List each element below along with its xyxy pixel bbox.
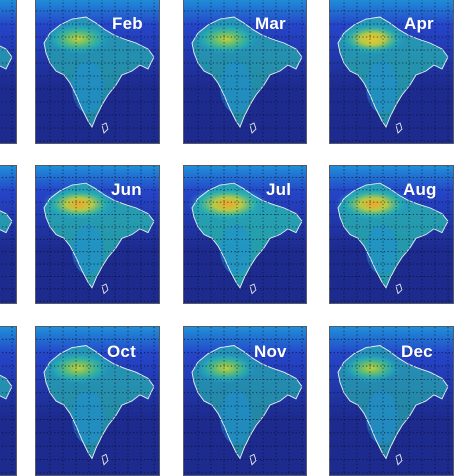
island-outline xyxy=(249,122,257,134)
map-background xyxy=(0,166,16,303)
peninsula-zone xyxy=(220,390,252,445)
map-panel-feb: Feb xyxy=(35,0,160,144)
coastline xyxy=(43,182,155,289)
island-outline xyxy=(395,453,403,466)
map-panel-mar: Mar xyxy=(183,0,307,144)
hotspot xyxy=(187,185,269,223)
peninsula-zone xyxy=(72,225,104,275)
map-panel-oct: Oct xyxy=(35,326,160,476)
map-canvas xyxy=(184,0,306,143)
map-canvas xyxy=(330,0,453,143)
map-panel-dec: Dec xyxy=(329,326,454,476)
map-panel-jun: Jun xyxy=(35,165,160,304)
map-panel-5 xyxy=(0,165,17,304)
coastline xyxy=(337,16,449,128)
map-panel-nov: Nov xyxy=(183,326,307,476)
peninsula-zone xyxy=(72,61,104,113)
map-canvas xyxy=(36,327,159,475)
hotspot xyxy=(334,186,412,222)
map-canvas xyxy=(330,166,453,303)
hotspot xyxy=(337,22,408,56)
map-panel-aug: Aug xyxy=(329,165,454,304)
peninsula-zone xyxy=(366,225,398,275)
coastline xyxy=(43,345,155,460)
island-outline xyxy=(101,122,109,134)
hotspot xyxy=(192,22,260,56)
peninsula-zone xyxy=(72,390,104,445)
map-canvas xyxy=(0,0,16,143)
island-outline xyxy=(395,122,403,134)
hotspot xyxy=(341,352,402,384)
map-canvas xyxy=(36,166,159,303)
peninsula-zone xyxy=(220,225,252,275)
map-panel-1 xyxy=(0,0,17,144)
map-background xyxy=(0,0,16,143)
peninsula-zone xyxy=(366,61,398,113)
island-outline xyxy=(395,283,403,295)
island-outline xyxy=(101,283,109,295)
coastline xyxy=(191,16,303,128)
map-canvas xyxy=(184,166,306,303)
map-panel-apr: Apr xyxy=(329,0,454,144)
hotspot xyxy=(194,352,257,384)
map-canvas xyxy=(36,0,159,143)
coastline xyxy=(337,182,449,289)
map-panel-9 xyxy=(0,326,17,476)
coastline xyxy=(191,182,303,289)
map-canvas xyxy=(184,327,306,475)
map-background xyxy=(0,327,16,475)
coastline xyxy=(43,16,155,128)
hotspot xyxy=(44,351,112,385)
map-canvas xyxy=(0,327,16,475)
hotspot xyxy=(41,186,118,222)
island-outline xyxy=(249,283,257,295)
island-outline xyxy=(249,453,257,466)
island-outline xyxy=(101,453,109,466)
peninsula-zone xyxy=(366,390,398,445)
map-canvas xyxy=(330,327,453,475)
peninsula-zone xyxy=(220,61,252,113)
hotspot xyxy=(45,23,111,55)
map-panel-jul: Jul xyxy=(183,165,307,304)
coastline xyxy=(191,345,303,460)
map-canvas xyxy=(0,166,16,303)
coastline xyxy=(337,345,449,460)
